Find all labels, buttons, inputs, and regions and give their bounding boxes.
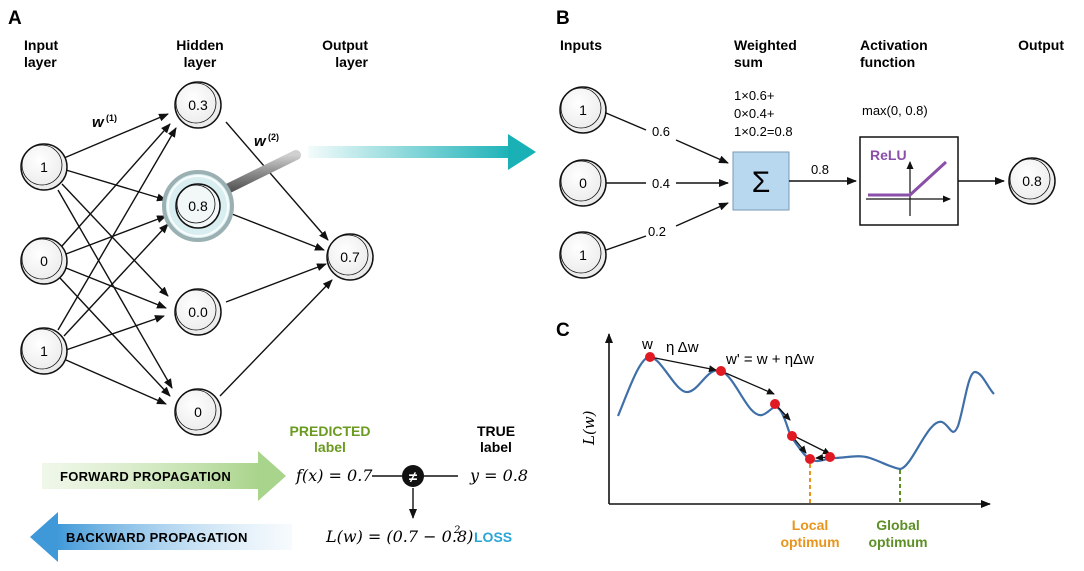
loss-exponent: 2	[453, 525, 460, 536]
eta-delta-label: η Δw	[666, 339, 699, 356]
weight-2: 0.4	[652, 176, 670, 191]
input-node-2-value: 0	[40, 253, 48, 269]
hidden-output-connections	[219, 121, 333, 397]
gradient-steps	[649, 356, 831, 461]
weight-3: 0.2	[648, 224, 666, 239]
forward-propagation-label: FORWARD PROPAGATION	[60, 469, 231, 484]
hidden-node-4-value: 0	[194, 404, 202, 420]
b-input-node-1-value: 1	[579, 102, 587, 118]
hidden-layer-header-2: layer	[184, 54, 217, 70]
global-optimum-label-1: Global	[876, 517, 920, 533]
local-optimum-label-1: Local	[792, 517, 829, 533]
hidden-node-2: 0.8	[175, 183, 221, 229]
predicted-label-2: label	[314, 439, 346, 455]
w-point-label: w	[641, 336, 653, 353]
input-node-2: 0	[20, 237, 68, 285]
sigma-icon: Σ	[752, 166, 771, 199]
prediction-formula: f(x) = 0.7	[295, 466, 373, 485]
update-rule-label: w' = w + ηΔw	[725, 351, 814, 368]
weighted-sum-header-1: Weighted	[734, 37, 797, 53]
input-layer-header-2: layer	[24, 54, 57, 70]
w2-label: w	[254, 133, 267, 150]
output-header: Output	[1018, 37, 1064, 53]
hidden-node-3-value: 0.0	[188, 304, 208, 320]
activation-header-1: Activation	[860, 37, 928, 53]
output-node: 0.7	[326, 233, 374, 281]
panel-c-letter: C	[556, 320, 570, 341]
w2-superscript: (2)	[268, 132, 279, 142]
point-w	[645, 352, 655, 362]
hidden-node-4: 0	[174, 388, 222, 436]
point-6	[825, 452, 835, 462]
w1-superscript: (1)	[106, 113, 117, 123]
b-input-node-3-value: 1	[579, 247, 587, 263]
b-input-node-1: 1	[559, 86, 607, 134]
panel-b-letter: B	[556, 8, 570, 29]
sum-box: Σ	[732, 151, 790, 211]
weighted-sum-header-2: sum	[734, 54, 763, 70]
teal-transition-arrow	[308, 134, 536, 170]
input-node-1-value: 1	[40, 159, 48, 175]
output-layer-header-1: Output	[322, 37, 368, 53]
inputs-header: Inputs	[560, 37, 602, 53]
true-label-1: TRUE	[477, 423, 515, 439]
forward-propagation-arrow: FORWARD PROPAGATION	[42, 451, 286, 501]
sum-line-1: 1×0.6+	[734, 88, 775, 103]
not-equal-icon: ≠	[402, 465, 424, 487]
input-node-3: 1	[20, 327, 68, 375]
point-3	[770, 399, 780, 409]
predicted-label-1: PREDICTED	[290, 423, 371, 439]
b-input-node-3: 1	[559, 231, 607, 279]
input-node-1: 1	[20, 143, 68, 191]
panel-c: C L(w) w η Δw w' = w + ηΔw	[556, 320, 995, 550]
gradient-points	[645, 352, 835, 464]
loss-formula: L(w) = (0.7 − 0.8)	[325, 527, 473, 546]
w1-label: w	[92, 114, 105, 131]
output-layer-header-2: layer	[335, 54, 368, 70]
b-output-node: 0.8	[1008, 157, 1056, 205]
b-input-node-2-value: 0	[579, 175, 587, 191]
point-5	[805, 454, 815, 464]
loss-axis-label: L(w)	[580, 410, 598, 446]
relu-label: ReLU	[870, 147, 907, 163]
hidden-node-2-value: 0.8	[188, 198, 208, 214]
input-layer-header-1: Input	[24, 37, 59, 53]
panel-b: B Inputs Weighted sum Activation functio…	[556, 8, 1064, 279]
b-input-node-2: 0	[559, 159, 607, 207]
input-hidden-connections	[57, 113, 177, 405]
point-w-prime	[716, 366, 726, 376]
weight-label-2: w (2)	[254, 132, 279, 150]
sum-line-3: 1×0.2=0.8	[734, 124, 793, 139]
weight-label-1: w (1)	[92, 113, 117, 131]
hidden-node-1-value: 0.3	[188, 97, 208, 113]
hidden-node-3: 0.0	[174, 288, 222, 336]
sum-line-2: 0×0.4+	[734, 106, 775, 121]
b-input-connections	[605, 112, 729, 251]
point-4	[787, 431, 797, 441]
relu-box: ReLU	[859, 136, 959, 226]
local-optimum-label-2: optimum	[780, 534, 839, 550]
backward-propagation-label: BACKWARD PROPAGATION	[66, 530, 248, 545]
weight-1: 0.6	[652, 124, 670, 139]
max-label: max(0, 0.8)	[862, 103, 928, 118]
global-optimum-label-2: optimum	[868, 534, 927, 550]
panel-a: A Input layer Hidden layer Output layer	[8, 8, 536, 562]
true-formula: y = 0.8	[469, 466, 528, 485]
activation-header-2: function	[860, 54, 915, 70]
loss-label: LOSS	[474, 529, 512, 545]
true-label-2: label	[480, 439, 512, 455]
hidden-node-1: 0.3	[174, 81, 222, 129]
panel-a-letter: A	[8, 8, 22, 29]
hidden-layer-header-1: Hidden	[176, 37, 223, 53]
backward-propagation-arrow: BACKWARD PROPAGATION	[30, 512, 292, 562]
input-node-3-value: 1	[40, 343, 48, 359]
sum-output-value: 0.8	[811, 162, 829, 177]
not-equal-symbol: ≠	[409, 469, 418, 486]
output-node-value: 0.7	[340, 249, 360, 265]
b-output-node-value: 0.8	[1022, 173, 1042, 189]
